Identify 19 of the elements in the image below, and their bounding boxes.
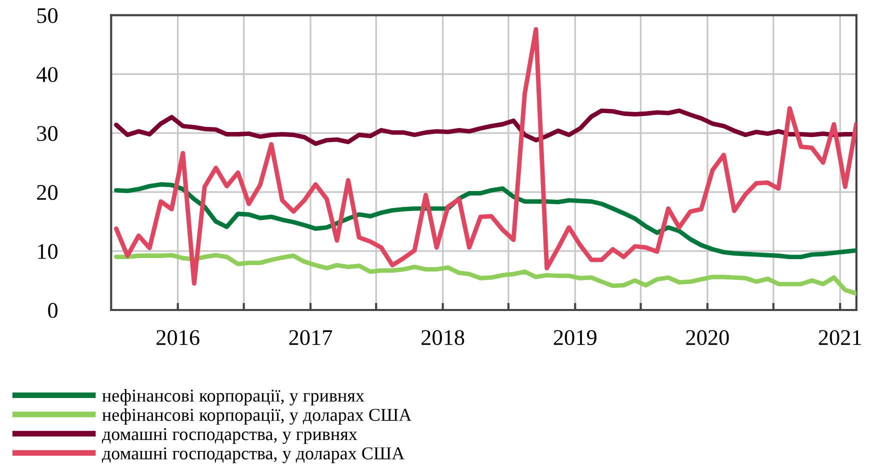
y-tick-label: 40 [36, 67, 58, 82]
y-tick-label: 10 [38, 244, 58, 259]
y-tick-label: 0 [48, 302, 58, 318]
legend-label: нефінансові корпорації, у доларах США [102, 408, 412, 425]
x-tick-label: 2021 [818, 330, 861, 346]
line-series [114, 182, 856, 260]
y-tick-label: 20 [37, 184, 58, 200]
x-tick-label: 2018 [422, 330, 464, 346]
legend-label: нефінансові корпорації, у гривнях [102, 389, 364, 406]
y-tick-label: 30 [37, 126, 58, 142]
line-series [114, 27, 856, 286]
legend-label: домашні господарства, у доларах США [102, 447, 405, 464]
y-tick-label: 50 [37, 8, 58, 24]
x-tick-label: 2016 [156, 330, 200, 346]
line-series [114, 252, 856, 296]
x-tick-label: 2019 [554, 330, 596, 346]
x-tick-label: 2020 [686, 330, 729, 346]
x-tick-label: 2017 [289, 330, 332, 346]
legend-label: домашні господарства, у гривнях [102, 428, 358, 444]
